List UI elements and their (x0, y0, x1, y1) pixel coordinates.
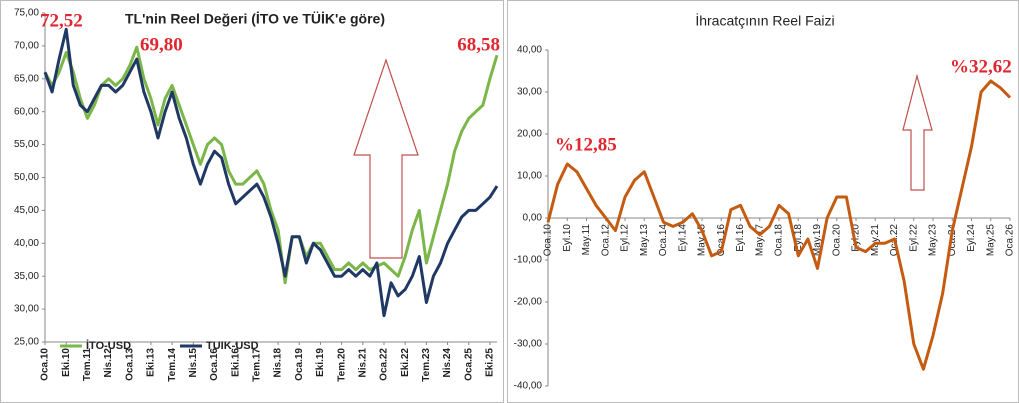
x-tick-label: Nis.18 (273, 348, 284, 378)
series-line (43, 27, 499, 318)
x-tick-label: Eki.19 (315, 348, 326, 377)
x-tick-label: Nis.24 (442, 348, 453, 378)
x-tick-label: Tem.17 (252, 348, 263, 382)
y-tick-label: 30,00 (517, 87, 542, 98)
x-tick-label: May.23 (928, 224, 939, 256)
y-tick-label: 75,00 (14, 8, 39, 19)
x-tick-label: May.15 (697, 224, 708, 256)
annotation: %12,85 (555, 134, 617, 155)
y-tick-label: 65,00 (14, 73, 39, 84)
x-tick-label: Oca.16 (716, 224, 727, 257)
annotation: %32,62 (950, 56, 1012, 77)
x-tick-label: Eyl.18 (793, 224, 804, 252)
y-tick-label: -10,00 (514, 255, 543, 266)
left-panel (0, 0, 504, 403)
y-tick-label: -40,00 (514, 381, 543, 392)
x-tick-label: Oca.14 (658, 224, 669, 257)
chart-title: TL'nin Reel Değeri (İTO ve TÜİK'e göre) (125, 11, 385, 27)
right-panel (507, 0, 1019, 403)
y-tick-label: -30,00 (514, 339, 543, 350)
x-tick-label: May.13 (639, 224, 650, 256)
x-tick-label: Oca.16 (209, 348, 220, 381)
y-tick-label: 0,00 (523, 213, 543, 224)
y-tick-label: 45,00 (14, 205, 39, 216)
y-tick-label: 25,00 (14, 337, 39, 348)
y-tick-label: 35,00 (14, 271, 39, 282)
y-tick-label: -20,00 (514, 297, 543, 308)
y-tick-label: 20,00 (517, 129, 542, 140)
x-tick-label: May.11 (581, 224, 592, 256)
x-tick-label: May.19 (812, 224, 823, 256)
series-line (546, 79, 1012, 371)
annotation: 68,58 (457, 34, 500, 55)
x-tick-label: Eyl.24 (966, 224, 977, 252)
y-tick-label: 70,00 (14, 41, 39, 52)
x-tick-label: Nis.12 (103, 348, 114, 378)
x-tick-label: Eyl.12 (620, 224, 631, 252)
x-tick-label: Nis.15 (188, 348, 199, 378)
y-tick-label: 55,00 (14, 139, 39, 150)
x-tick-label: Oca.24 (947, 224, 958, 257)
up-arrow (902, 73, 933, 191)
x-tick-label: Oca.25 (463, 348, 474, 381)
x-tick-label: Nis.21 (357, 348, 368, 378)
x-tick-label: May.21 (870, 224, 881, 256)
x-tick-label: Eki.22 (400, 348, 411, 377)
x-tick-label: Oca.26 (1005, 224, 1016, 257)
y-tick-label: 30,00 (14, 304, 39, 315)
x-tick-label: Oca.22 (379, 348, 390, 381)
series-line (43, 45, 499, 285)
annotation: 69,80 (140, 34, 183, 55)
y-tick-label: 50,00 (14, 172, 39, 183)
x-tick-label: Tem.20 (336, 348, 347, 382)
x-tick-label: Eyl.14 (677, 224, 688, 252)
y-tick-label: 60,00 (14, 106, 39, 117)
legend-label: TUIK-USD (206, 340, 259, 352)
x-tick-label: May.17 (754, 224, 765, 256)
x-tick-label: Oca.18 (774, 224, 785, 257)
x-tick-label: Eyl.20 (851, 224, 862, 252)
legend-label: İTO-USD (86, 339, 131, 352)
x-tick-label: Oca.10 (543, 224, 554, 257)
x-tick-label: Tem.23 (421, 348, 432, 382)
annotation: 72,52 (40, 10, 83, 31)
x-tick-label: Tem.11 (82, 348, 93, 382)
x-tick-label: Oca.10 (40, 348, 51, 381)
up-arrow (353, 58, 419, 259)
x-tick-label: Oca.19 (294, 348, 305, 381)
x-tick-label: Eyl.22 (908, 224, 919, 252)
x-tick-label: Tem.14 (167, 348, 178, 382)
x-tick-label: Eki.25 (485, 348, 496, 377)
y-tick-label: 40,00 (517, 45, 542, 56)
x-tick-label: Eyl.16 (735, 224, 746, 252)
x-tick-label: Oca.20 (831, 224, 842, 257)
x-tick-label: May.25 (985, 224, 996, 256)
x-tick-label: Eki.10 (61, 348, 72, 377)
y-tick-label: 40,00 (14, 238, 39, 249)
x-tick-label: Oca.13 (124, 348, 135, 381)
x-tick-label: Eki.13 (146, 348, 157, 377)
x-tick-label: Eki.16 (230, 348, 241, 377)
y-tick-label: 10,00 (517, 171, 542, 182)
x-tick-label: Oca.12 (600, 224, 611, 257)
chart-title: İhracatçının Reel Faizi (695, 12, 834, 29)
x-tick-label: Eyl.10 (562, 224, 573, 252)
